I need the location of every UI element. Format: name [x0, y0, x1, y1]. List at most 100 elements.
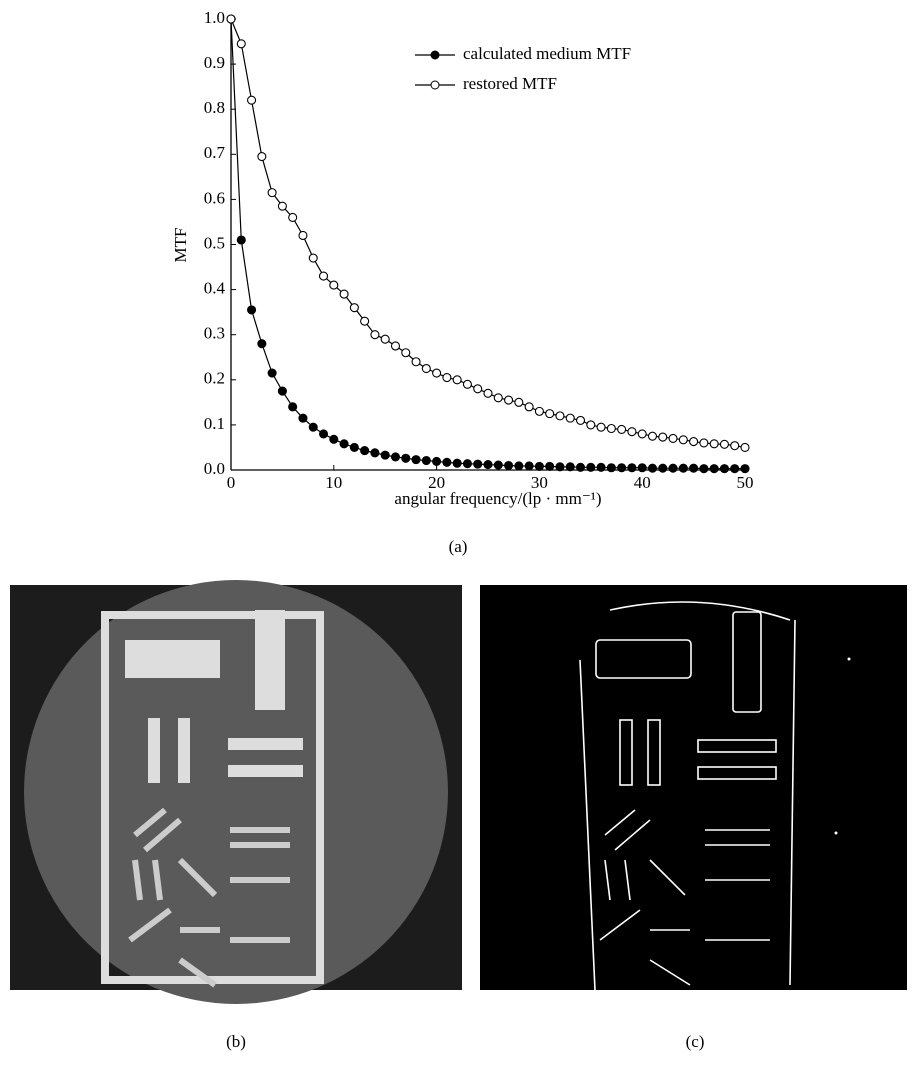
data-point — [505, 396, 513, 404]
target-bar — [228, 738, 303, 750]
data-point — [556, 412, 564, 420]
data-point — [741, 465, 749, 473]
data-point — [515, 398, 523, 406]
data-point — [607, 464, 615, 472]
data-point — [299, 414, 307, 422]
data-point — [597, 463, 605, 471]
target-bar — [178, 718, 190, 783]
data-point — [731, 442, 739, 450]
y-tick-label: 0.2 — [204, 369, 225, 388]
data-point — [422, 365, 430, 373]
data-point — [484, 389, 492, 397]
data-point — [381, 335, 389, 343]
data-point — [340, 440, 348, 448]
data-point — [381, 451, 389, 459]
legend-marker — [431, 81, 439, 89]
legend-marker — [431, 51, 439, 59]
target-bar — [255, 610, 285, 710]
data-point — [443, 374, 451, 382]
data-point — [628, 428, 636, 436]
data-point — [433, 369, 441, 377]
data-point — [505, 461, 513, 469]
data-point — [607, 425, 615, 433]
target-bar — [125, 640, 220, 678]
data-point — [535, 407, 543, 415]
y-tick-label: 0.4 — [204, 279, 226, 298]
edge-dot — [848, 658, 851, 661]
y-tick-label: 0.3 — [204, 324, 225, 343]
x-tick-label: 10 — [325, 473, 342, 492]
data-point — [494, 461, 502, 469]
y-tick-label: 0.5 — [204, 233, 225, 252]
data-point — [597, 423, 605, 431]
data-point — [330, 435, 338, 443]
x-axis-label: angular frequency/(lp · mm⁻¹) — [394, 489, 601, 508]
data-point — [587, 421, 595, 429]
y-tick-label: 0.1 — [204, 414, 225, 433]
data-point — [330, 281, 338, 289]
data-point — [525, 462, 533, 470]
caption: (a) — [449, 537, 468, 556]
data-point — [227, 15, 235, 23]
page: (a) (b) (c) 0.00.10. — [0, 0, 917, 1066]
data-point — [648, 432, 656, 440]
data-point — [618, 464, 626, 472]
data-point — [453, 459, 461, 467]
data-point — [463, 460, 471, 468]
data-point — [577, 416, 585, 424]
data-point — [371, 449, 379, 457]
data-point — [268, 369, 276, 377]
data-point — [258, 153, 266, 161]
image-c — [480, 585, 907, 990]
data-point — [350, 443, 358, 451]
data-point — [391, 453, 399, 461]
data-point — [731, 465, 739, 473]
data-point — [618, 425, 626, 433]
data-point — [710, 440, 718, 448]
y-tick-label: 0.8 — [204, 98, 225, 117]
figure: (a) (b) (c) 0.00.10. — [0, 0, 917, 1061]
data-point — [566, 414, 574, 422]
target-bar — [148, 718, 160, 783]
data-point — [309, 254, 317, 262]
target-bar — [228, 765, 303, 777]
data-point — [494, 394, 502, 402]
data-point — [350, 304, 358, 312]
data-point — [268, 189, 276, 197]
y-tick-label: 1.0 — [204, 8, 225, 27]
data-point — [258, 340, 266, 348]
data-point — [278, 387, 286, 395]
data-point — [309, 423, 317, 431]
caption: (b) — [226, 1032, 246, 1051]
data-point — [320, 272, 328, 280]
y-tick-label: 0.7 — [204, 143, 226, 162]
y-tick-label: 0.9 — [204, 53, 225, 72]
data-point — [320, 430, 328, 438]
data-point — [679, 436, 687, 444]
data-point — [546, 410, 554, 418]
data-point — [535, 462, 543, 470]
y-axis-label: MTF — [171, 228, 190, 263]
data-point — [546, 462, 554, 470]
caption: (c) — [686, 1032, 705, 1051]
data-point — [690, 438, 698, 446]
data-point — [474, 385, 482, 393]
data-point — [484, 461, 492, 469]
y-tick-label: 0.6 — [204, 188, 225, 207]
data-point — [289, 403, 297, 411]
data-point — [340, 290, 348, 298]
data-point — [474, 460, 482, 468]
legend-label: restored MTF — [463, 74, 557, 93]
data-point — [720, 465, 728, 473]
data-point — [371, 331, 379, 339]
data-point — [299, 231, 307, 239]
data-point — [669, 434, 677, 442]
legend-label: calculated medium MTF — [463, 44, 631, 63]
x-tick-label: 40 — [634, 473, 651, 492]
data-point — [679, 464, 687, 472]
data-point — [248, 96, 256, 104]
data-point — [412, 456, 420, 464]
data-point — [289, 213, 297, 221]
data-point — [700, 465, 708, 473]
data-point — [556, 463, 564, 471]
